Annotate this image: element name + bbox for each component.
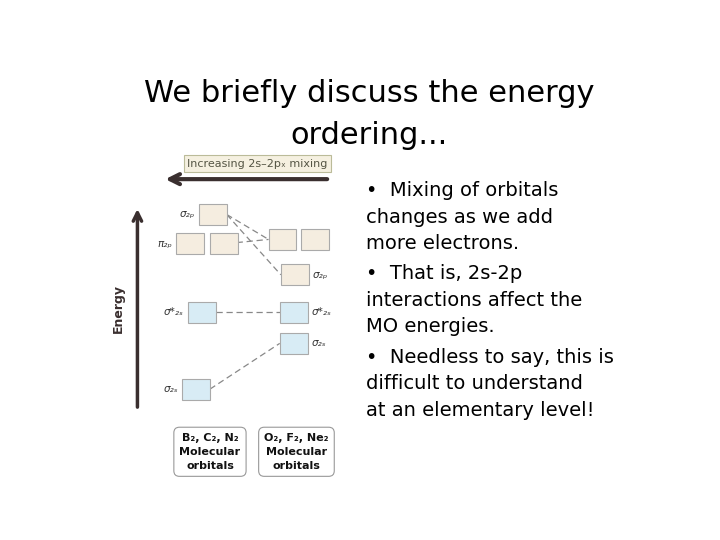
Bar	[301, 229, 329, 250]
Bar	[280, 333, 307, 354]
Bar	[188, 302, 215, 322]
Text: π₂ₚ: π₂ₚ	[158, 239, 173, 248]
Text: ordering...: ordering...	[290, 121, 448, 150]
Text: σ₂ₛ: σ₂ₛ	[163, 384, 178, 394]
Text: σ₂ₚ: σ₂ₚ	[180, 210, 195, 219]
Bar	[199, 204, 227, 225]
Text: σ₂ₛ: σ₂ₛ	[312, 339, 326, 348]
Bar	[269, 229, 297, 250]
Text: Increasing 2s–2pₓ mixing: Increasing 2s–2pₓ mixing	[187, 159, 328, 168]
Bar	[281, 265, 309, 285]
Text: σ*₂ₛ: σ*₂ₛ	[164, 307, 184, 317]
Text: σ*₂ₛ: σ*₂ₛ	[312, 307, 331, 317]
Bar	[210, 233, 238, 254]
Text: •  Mixing of orbitals
changes as we add
more electrons.: • Mixing of orbitals changes as we add m…	[366, 181, 559, 253]
Text: •  That is, 2s-2p
interactions affect the
MO energies.: • That is, 2s-2p interactions affect the…	[366, 265, 582, 336]
Text: π₂ₚ: π₂ₚ	[300, 234, 315, 245]
Text: We briefly discuss the energy: We briefly discuss the energy	[144, 79, 594, 109]
Text: •  Needless to say, this is
difficult to understand
at an elementary level!: • Needless to say, this is difficult to …	[366, 348, 614, 420]
Bar	[176, 233, 204, 254]
Bar	[182, 379, 210, 400]
Text: Energy: Energy	[112, 284, 125, 333]
Text: O₂, F₂, Ne₂
Molecular
orbitals: O₂, F₂, Ne₂ Molecular orbitals	[264, 433, 329, 471]
Bar	[280, 302, 307, 322]
Text: B₂, C₂, N₂
Molecular
orbitals: B₂, C₂, N₂ Molecular orbitals	[179, 433, 240, 471]
Text: σ₂ₚ: σ₂ₚ	[312, 270, 328, 280]
